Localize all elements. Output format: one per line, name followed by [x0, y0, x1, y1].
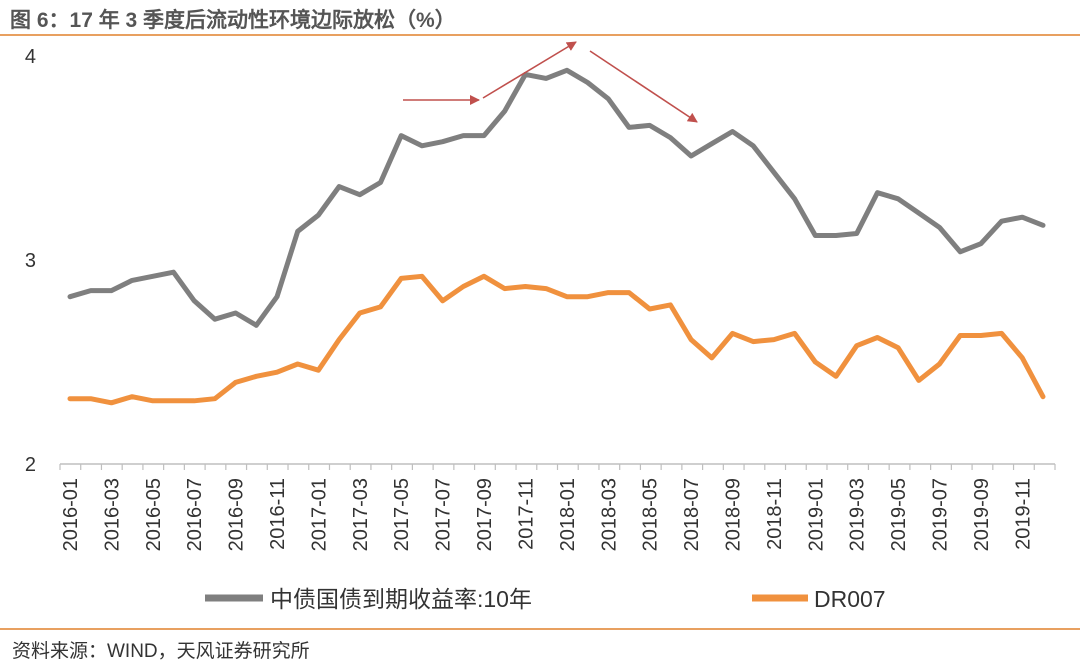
x-tick-label: 2017-09 [474, 478, 496, 551]
title-divider [0, 34, 1080, 36]
line-chart: 234 2016-01 2016-03 2016-05 2016-07 2016-09 2… [25, 41, 1056, 612]
x-tick-label: 2018-05 [640, 478, 662, 551]
x-tick-label: 2016-09 [226, 478, 248, 551]
annotation-arrow [589, 50, 698, 123]
x-tick-label: 2017-07 [433, 478, 455, 551]
x-tick-label: 2019-11 [1012, 478, 1034, 550]
x-tick-label: 2017-11 [515, 478, 537, 550]
legend-label: 中债国债到期收益率:10年 [270, 586, 532, 612]
y-tick-label: 2 [25, 454, 36, 476]
x-tick-label: 2019-07 [929, 478, 951, 551]
x-tick-label: 2017-05 [391, 478, 413, 551]
x-tick-label: 2016-03 [101, 478, 123, 551]
x-tick-label: 2018-11 [764, 478, 786, 550]
x-tick-label: 2017-03 [350, 478, 372, 551]
x-tick-label: 2016-01 [60, 478, 82, 551]
y-tick-label: 3 [25, 250, 36, 272]
y-axis-ticks: 2 3 4 [25, 46, 36, 476]
chart-title: 图 6：17 年 3 季度后流动性环境边际放松（%） [10, 9, 456, 32]
x-tick-label: 2019-01 [805, 478, 827, 551]
x-tick-label: 2017-01 [308, 478, 330, 551]
x-tick-label: 2019-05 [888, 478, 910, 551]
legend: 中债国债到期收益率:10年 DR007 [205, 586, 886, 612]
x-tick-label: 2018-09 [722, 478, 744, 551]
x-tick-label: 2019-09 [971, 478, 993, 551]
x-axis-ticks: 2016-01 2016-03 2016-05 2016-07 2016-09 2016-… [59, 464, 1056, 551]
x-tick-label: 2018-07 [681, 478, 703, 551]
annotation-arrow [482, 41, 577, 99]
series-line-bond-yield-10y [67, 67, 1046, 328]
x-tick-label: 2019-03 [847, 478, 869, 551]
series-lines [67, 67, 1046, 406]
source-note: 资料来源：WIND，天风证券研究所 [12, 641, 310, 662]
x-tick-label: 2018-03 [598, 478, 620, 551]
x-tick-label: 2018-01 [557, 478, 579, 551]
series-line-dr007 [67, 273, 1046, 406]
footer-divider [0, 628, 1080, 630]
x-tick-label: 2016-05 [143, 478, 165, 551]
x-tick-label: 2016-11 [267, 478, 289, 550]
legend-label: DR007 [814, 586, 886, 612]
annotation-arrows [403, 41, 698, 123]
y-tick-label: 4 [25, 46, 36, 68]
x-tick-label: 2016-07 [184, 478, 206, 551]
